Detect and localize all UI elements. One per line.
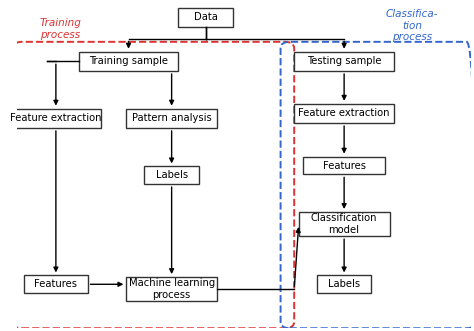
Text: Features: Features (35, 279, 77, 289)
Text: Testing sample: Testing sample (307, 56, 382, 66)
Text: Machine learning
process: Machine learning process (128, 278, 215, 300)
FancyBboxPatch shape (24, 275, 88, 293)
FancyBboxPatch shape (145, 166, 199, 184)
FancyBboxPatch shape (303, 157, 385, 174)
Text: Labels: Labels (328, 279, 360, 289)
FancyBboxPatch shape (317, 275, 371, 293)
Text: Labels: Labels (155, 170, 188, 180)
FancyBboxPatch shape (10, 109, 101, 128)
Text: Feature extraction: Feature extraction (298, 109, 390, 118)
FancyBboxPatch shape (294, 52, 394, 71)
FancyBboxPatch shape (79, 52, 178, 71)
Text: Training sample: Training sample (89, 56, 168, 66)
Text: Classification
model: Classification model (311, 213, 377, 235)
FancyBboxPatch shape (178, 8, 233, 27)
FancyBboxPatch shape (294, 104, 394, 123)
Text: Classifica-
tion
process: Classifica- tion process (386, 9, 438, 42)
Text: Pattern analysis: Pattern analysis (132, 113, 211, 123)
FancyBboxPatch shape (126, 109, 217, 128)
Text: Training
process: Training process (39, 18, 82, 40)
FancyBboxPatch shape (126, 277, 217, 301)
Text: Features: Features (323, 161, 365, 170)
FancyBboxPatch shape (299, 212, 390, 236)
Text: Feature extraction: Feature extraction (10, 113, 101, 123)
Text: Data: Data (194, 13, 218, 23)
